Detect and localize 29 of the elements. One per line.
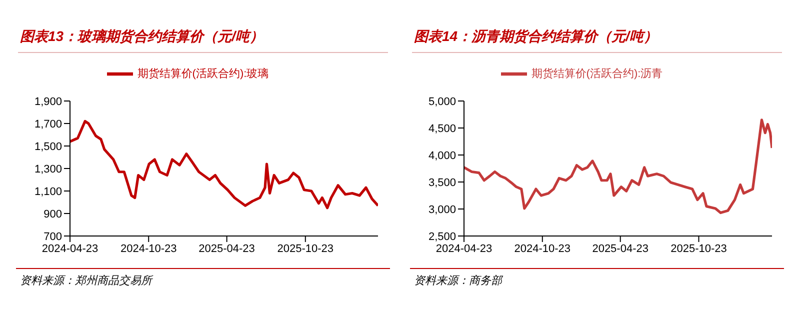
y-tick-label: 900	[44, 208, 62, 220]
y-tick-label: 700	[44, 230, 62, 243]
y-tick-label: 1,100	[34, 186, 62, 198]
y-tick-label: 1,900	[34, 96, 62, 108]
y-tick-label: 3,500	[428, 176, 456, 189]
x-tick-label: 2025-10-23	[670, 242, 727, 255]
x-tick-label: 2024-10-23	[514, 242, 571, 255]
line-series	[70, 120, 378, 210]
legend-label: 期货结算价(活跃合约):玻璃	[137, 68, 269, 80]
x-tick-label: 2025-04-23	[198, 242, 255, 255]
y-tick-label: 4,000	[428, 150, 456, 162]
y-tick-label: 3,000	[428, 204, 456, 216]
chart-title: 图表13：玻璃期货合约结算价（元/吨）	[19, 27, 264, 46]
text: 资料来源：商务部	[413, 274, 504, 288]
text: 资料来源：郑州商品交易所	[19, 274, 154, 288]
chart-title: 图表14：沥青期货合约结算价（元/吨）	[413, 27, 658, 46]
y-tick-label: 4,500	[428, 122, 456, 135]
y-tick-label: 1,500	[34, 140, 62, 153]
y-tick-label: 1,700	[34, 118, 62, 130]
x-tick-label: 2025-04-23	[592, 242, 648, 255]
line-series	[464, 118, 772, 214]
y-tick-label: 5,000	[428, 96, 456, 108]
legend-label: 期货结算价(活跃合约):沥青	[531, 68, 663, 80]
y-tick-label: 2,500	[428, 230, 456, 243]
x-tick-label: 2025-10-23	[277, 242, 334, 255]
x-tick-label: 2024-10-23	[120, 242, 177, 255]
x-tick-label: 2024-04-23	[436, 242, 492, 255]
y-tick-label: 1,300	[34, 163, 62, 176]
x-tick-label: 2024-04-23	[42, 242, 98, 255]
